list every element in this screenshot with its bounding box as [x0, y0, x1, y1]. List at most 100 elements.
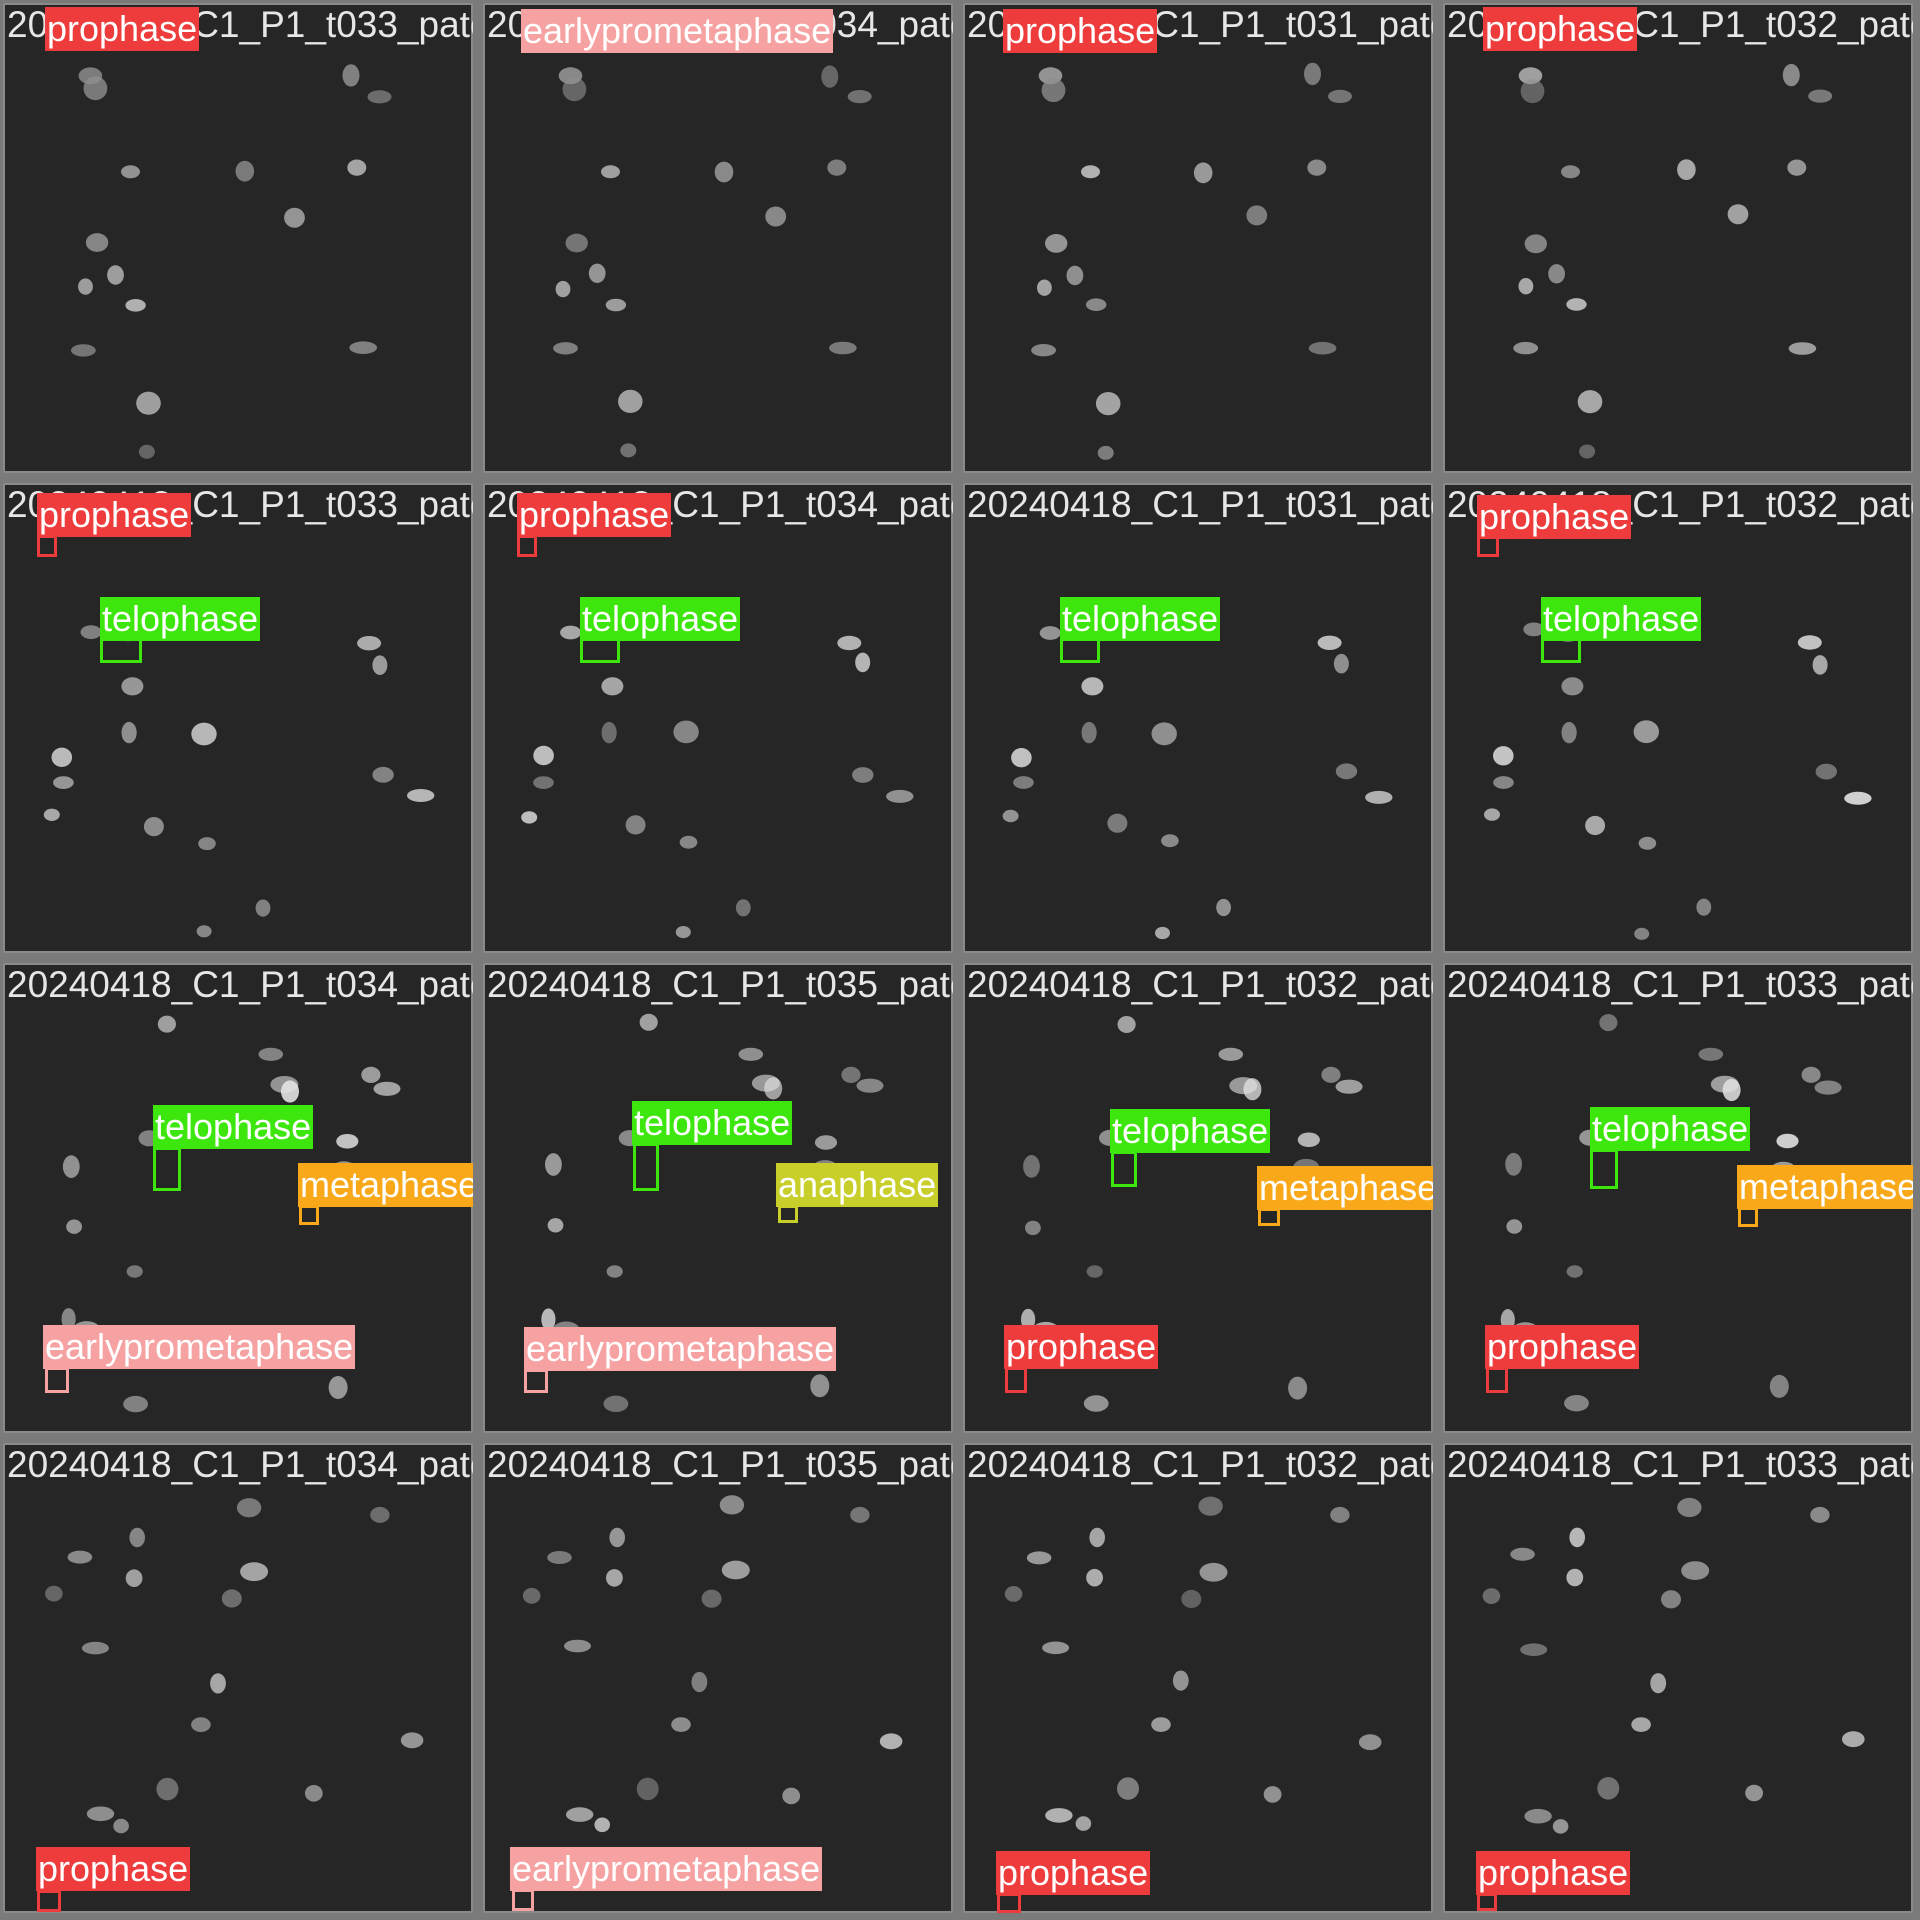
cell-nucleus [304, 1785, 323, 1802]
cell-nucleus [553, 342, 578, 355]
cell-nucleus [1081, 721, 1097, 744]
cell-nucleus [588, 263, 606, 283]
cell-nucleus [1808, 89, 1833, 103]
cell-nucleus [533, 776, 554, 789]
detection-box[interactable] [1590, 1149, 1618, 1189]
cell-nucleus [1577, 390, 1603, 414]
cell-nucleus [113, 1818, 129, 1834]
detection-box[interactable] [778, 1205, 798, 1223]
cell-nucleus [1155, 926, 1170, 940]
cell-nucleus [1151, 1717, 1171, 1732]
detection-box[interactable] [512, 1889, 534, 1911]
cell-nucleus [1518, 278, 1534, 295]
image-tile[interactable]: 20240418_C1_P1_t032_patch.pngprophase [963, 1443, 1433, 1913]
cell-nucleus [601, 721, 617, 744]
cell-nucleus [1493, 776, 1514, 789]
detection-box[interactable] [1005, 1367, 1027, 1393]
cell-nucleus [1696, 898, 1712, 916]
detection-box[interactable] [37, 1890, 61, 1912]
cell-nucleus [1081, 165, 1100, 179]
image-tile[interactable]: 20240418_C1_P1_t031_patch.png telophase [963, 483, 1433, 953]
image-tile[interactable]: 20240418_C1_P1_t034_patch.pngearlypromet… [483, 3, 953, 473]
detection-box[interactable] [633, 1143, 659, 1191]
cell-nucleus [1263, 1786, 1282, 1803]
cell-nucleus [1561, 165, 1580, 179]
cell-nucleus [691, 1671, 708, 1693]
detection-label: telophase [100, 597, 261, 641]
detection-label: earlyprometaphase [521, 9, 834, 53]
image-tile[interactable]: 20240418_C1_P1_t033_patch.pngprophase [1443, 1443, 1913, 1913]
cell-nucleus [1172, 1670, 1189, 1691]
tile-filename: 20240418_C1_P1_t032_patch.png [967, 964, 1433, 1005]
cell-nucleus [671, 1717, 691, 1732]
image-tile[interactable]: 20240418_C1_P1_t035_patch.png telophase an… [483, 963, 953, 1433]
cell-nucleus [814, 1135, 838, 1150]
cell-nucleus [121, 677, 144, 696]
image-tile[interactable]: 20240418_C1_P1_t031_patch.pngprophase [963, 3, 1433, 473]
cell-nucleus [1042, 1641, 1070, 1655]
cell-nucleus [1518, 67, 1543, 85]
cell-nucleus [1677, 159, 1696, 181]
cell-nucleus [328, 1376, 348, 1399]
detection-box[interactable] [997, 1893, 1021, 1913]
cell-nucleus [1288, 1376, 1308, 1400]
microscopy-image [3, 3, 473, 473]
image-tile[interactable]: 20240418_C1_P1_t034_patch.png telophase me… [3, 963, 473, 1433]
cell-nucleus [1013, 776, 1034, 789]
detection-box[interactable] [37, 535, 57, 557]
image-tile[interactable]: 20240418_C1_P1_t034_patch.png prophase [3, 1443, 473, 1913]
detection-box[interactable] [1486, 1367, 1508, 1393]
image-tile[interactable]: 20240418_C1_P1_t032_patch.pngprophase [1443, 3, 1913, 473]
cell-nucleus [372, 655, 388, 675]
cell-nucleus [258, 1047, 284, 1061]
cell-nucleus [618, 389, 643, 413]
detection-box[interactable] [153, 1147, 181, 1191]
image-tile[interactable]: 20240418_C1_P1_t032_patch.png telophase me… [963, 963, 1433, 1433]
cell-nucleus [1025, 1220, 1041, 1236]
detection-label: anaphase [776, 1163, 939, 1207]
image-tile[interactable]: 20240418_C1_P1_t033_patch.png telophase me… [1443, 963, 1913, 1433]
detection-box[interactable] [45, 1367, 69, 1393]
detection-box[interactable] [1111, 1151, 1137, 1187]
cell-nucleus [1023, 1155, 1040, 1178]
detection-box[interactable] [524, 1369, 548, 1393]
image-tile[interactable]: 20240418_C1_P1_t033_patch.pngprophasetel… [3, 483, 473, 953]
cell-nucleus [1026, 1551, 1052, 1565]
cell-nucleus [71, 344, 96, 357]
image-tile[interactable]: 20240418_C1_P1_t034_patch.pngprophasetel… [483, 483, 953, 953]
cell-nucleus [1358, 1734, 1382, 1751]
cell-nucleus [1095, 392, 1121, 416]
cell-nucleus [1566, 298, 1587, 311]
detection-box[interactable] [1738, 1207, 1758, 1227]
detection-box[interactable] [299, 1205, 319, 1225]
cell-nucleus [1199, 1562, 1228, 1582]
detection-box[interactable] [1258, 1208, 1280, 1226]
cell-nucleus [1513, 341, 1539, 355]
cell-nucleus [847, 90, 872, 104]
microscopy-image [3, 1443, 473, 1913]
cell-nucleus [1039, 626, 1061, 640]
cell-nucleus [765, 206, 787, 227]
cell-nucleus [1782, 63, 1800, 87]
cell-nucleus [679, 835, 698, 849]
cell-nucleus [281, 1080, 299, 1103]
cell-nucleus [157, 1015, 176, 1033]
cell-nucleus [675, 926, 691, 939]
detection-box[interactable] [517, 535, 537, 557]
cell-nucleus [407, 789, 435, 802]
image-tile[interactable]: 20240418_C1_P1_t035_patch.png earlypromet… [483, 1443, 953, 1913]
detection-label: earlyprometaphase [43, 1325, 356, 1369]
tile-filename: 20240418_C1_P1_t031_patch.png [967, 484, 1433, 525]
cell-nucleus [533, 745, 554, 766]
cell-nucleus [1815, 763, 1837, 780]
cell-nucleus [1002, 809, 1019, 823]
cell-nucleus [735, 899, 751, 917]
detection-box[interactable] [1477, 1893, 1497, 1911]
cell-nucleus [236, 1498, 262, 1518]
cell-nucleus [1722, 1078, 1741, 1102]
cell-nucleus [1066, 265, 1084, 286]
image-tile[interactable]: 20240418_C1_P1_t032_patch.pngprophasetel… [1443, 483, 1913, 953]
detection-label: prophase [1003, 9, 1158, 53]
image-tile[interactable]: 20240418_C1_P1_t033_patch.pngprophase [3, 3, 473, 473]
cell-nucleus [1566, 1568, 1584, 1587]
